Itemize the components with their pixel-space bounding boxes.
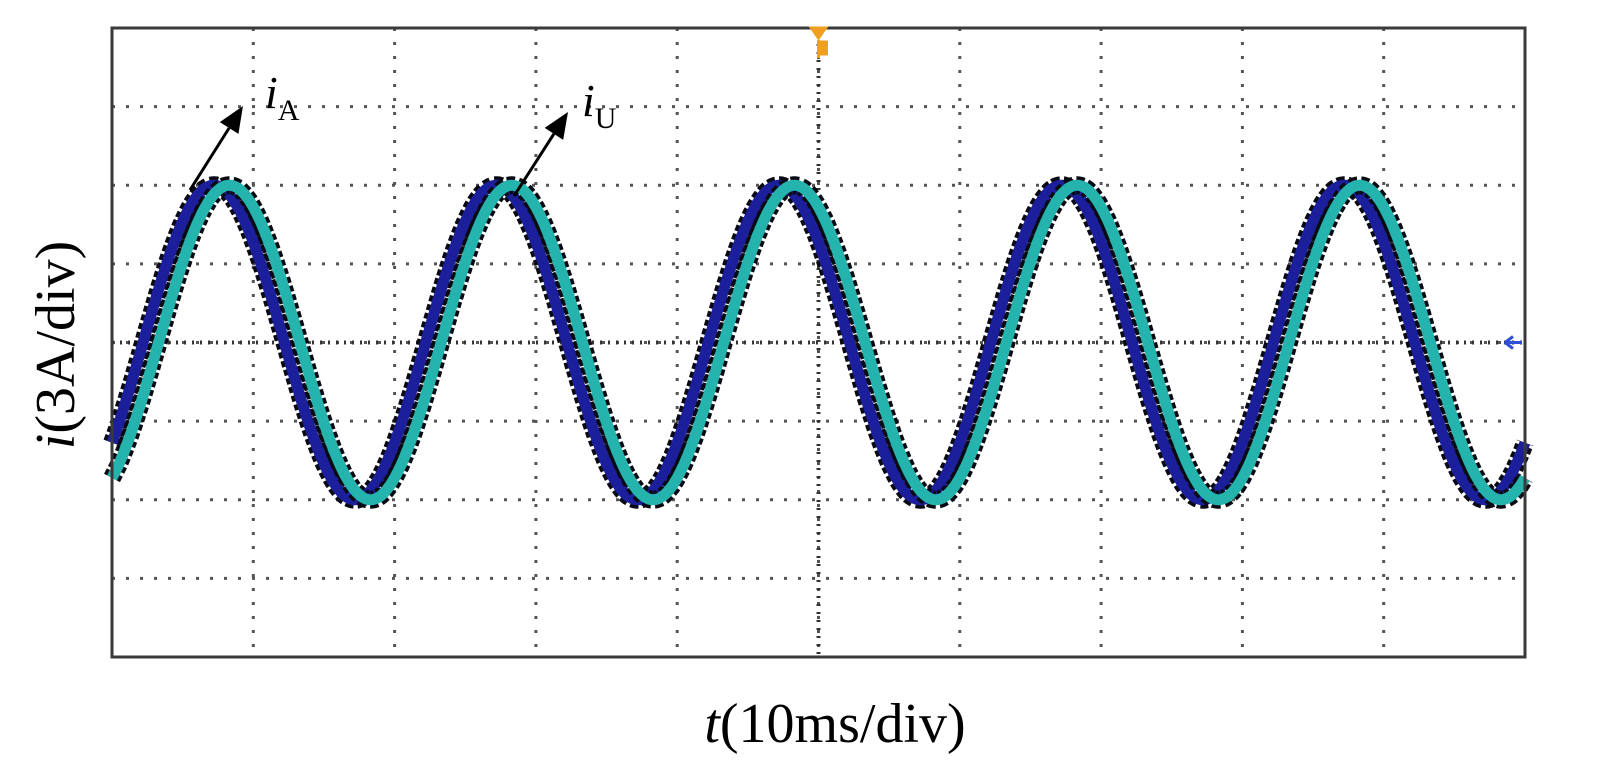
series-label-symbol: i: [265, 67, 278, 118]
series-label-subscript: U: [595, 102, 617, 135]
grid: [112, 28, 1525, 657]
x-axis-title: t(10ms/div): [704, 693, 965, 755]
series-label-subscript: A: [278, 94, 300, 127]
y-axis-title: i(3A/div): [25, 241, 87, 449]
level-marker-icon: [1504, 335, 1522, 350]
trigger-marker: [808, 26, 829, 58]
arrow-i-U: [512, 133, 556, 197]
trace-i_U: [107, 179, 1530, 506]
label-i-A: iA: [188, 67, 300, 191]
arrow-head-i-A: [219, 106, 243, 134]
trace-i_A: [106, 179, 1531, 506]
series-label-symbol: i: [582, 75, 595, 126]
label-i-U: iU: [512, 75, 617, 197]
arrow-i-A: [188, 127, 231, 191]
y-axis-symbol: i: [25, 434, 87, 450]
series-label-i-A: iA: [265, 67, 300, 127]
x-axis-symbol: t: [704, 693, 721, 755]
traces: [103, 176, 1534, 509]
arrow-head-i-U: [544, 112, 568, 140]
y-axis-unit: (3A/div): [25, 241, 87, 434]
x-axis-unit: (10ms/div): [720, 693, 966, 755]
trigger-marker-icon: [808, 26, 829, 58]
series-label-i-U: iU: [582, 75, 617, 135]
